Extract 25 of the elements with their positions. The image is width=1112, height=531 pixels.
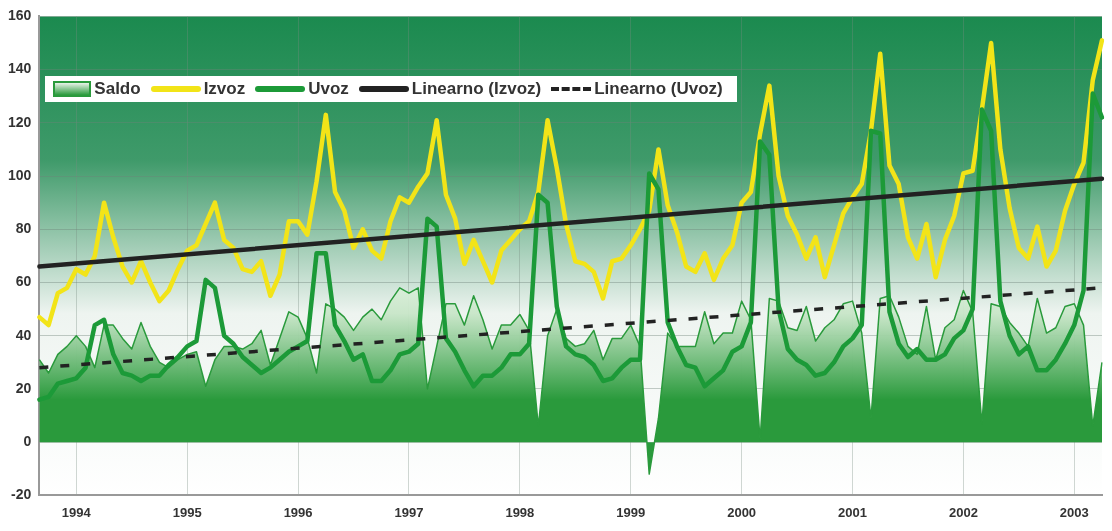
x-tick-label: 2003: [1059, 504, 1089, 520]
y-tick-label: 140: [8, 60, 32, 77]
y-tick-label: 100: [8, 166, 32, 183]
x-tick-label: 2001: [838, 504, 867, 520]
x-tick-label: 1999: [616, 504, 646, 520]
y-tick-label: 80: [15, 220, 32, 237]
x-tick-label: 1996: [283, 504, 313, 520]
y-tick-label: 0: [23, 433, 32, 450]
x-tick-label: 2002: [948, 504, 978, 520]
y-tick-label: 20: [15, 379, 32, 396]
legend-label: Saldo: [94, 79, 141, 100]
x-tick-label: 1998: [505, 504, 535, 520]
x-tick-label: 2000: [727, 504, 757, 520]
legend-label: Linearno (Uvoz): [594, 79, 723, 100]
x-tick-label: 1997: [394, 504, 424, 520]
legend-label: Uvoz: [308, 79, 349, 100]
x-tick-label: 1994: [61, 504, 92, 520]
y-tick-label: 60: [15, 273, 32, 290]
legend-label: Linearno (Izvoz): [411, 79, 542, 100]
x-tick-label: 1995: [172, 504, 202, 520]
legend-label: Izvoz: [203, 79, 246, 100]
y-tick-label: -20: [11, 486, 32, 503]
y-tick-label: 160: [8, 7, 32, 24]
y-tick-label: 120: [8, 113, 32, 130]
y-tick-label: 40: [15, 326, 32, 343]
